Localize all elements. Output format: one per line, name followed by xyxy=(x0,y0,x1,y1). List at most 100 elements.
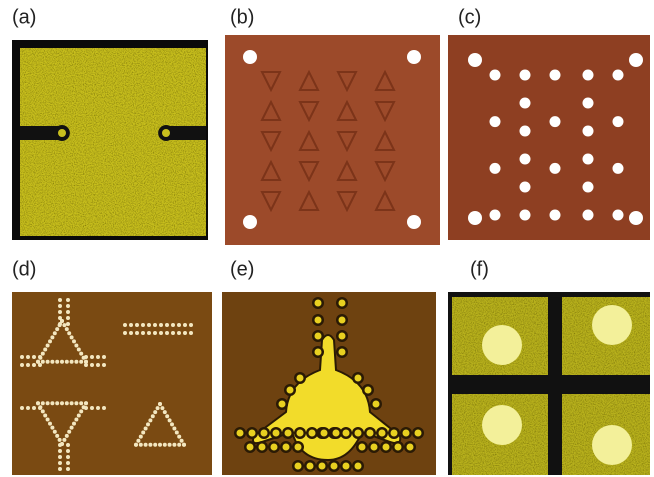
decor xyxy=(170,422,174,427)
decor xyxy=(40,401,45,406)
decor xyxy=(177,331,181,335)
decor xyxy=(66,304,70,308)
decor xyxy=(332,429,340,437)
decor xyxy=(62,323,67,328)
decor xyxy=(74,417,79,422)
decor xyxy=(167,418,172,423)
decor xyxy=(55,359,60,364)
panel-label: (e) xyxy=(230,258,254,280)
decor xyxy=(406,443,414,451)
decor xyxy=(314,316,322,324)
decor xyxy=(612,69,624,81)
decor xyxy=(182,442,186,447)
decor xyxy=(148,418,153,423)
decor xyxy=(146,422,150,427)
decor xyxy=(165,323,169,327)
decor xyxy=(296,429,304,437)
decor xyxy=(84,355,88,359)
decor xyxy=(84,363,88,367)
decor xyxy=(338,299,346,307)
decor xyxy=(64,359,69,364)
decor xyxy=(62,437,67,442)
decor xyxy=(136,438,141,443)
decor xyxy=(20,406,24,410)
decor xyxy=(162,442,167,447)
decor xyxy=(374,101,396,123)
decor xyxy=(123,323,127,327)
decor xyxy=(549,209,561,221)
decor xyxy=(394,443,402,451)
decor xyxy=(141,323,145,327)
decor xyxy=(66,298,70,302)
decor xyxy=(38,406,42,410)
decor xyxy=(96,406,100,410)
decor xyxy=(52,331,57,336)
decor xyxy=(84,406,88,410)
decor xyxy=(79,359,84,364)
decor xyxy=(282,443,290,451)
decor xyxy=(179,438,184,443)
decor xyxy=(489,116,501,128)
decor xyxy=(20,355,24,359)
decor xyxy=(58,455,62,459)
decor xyxy=(260,99,282,121)
decor xyxy=(48,339,52,344)
decor xyxy=(102,363,106,367)
panel-label: (b) xyxy=(230,6,254,28)
decor xyxy=(72,421,76,426)
decor xyxy=(55,433,60,438)
decor xyxy=(50,425,55,430)
decor xyxy=(129,323,133,327)
decor xyxy=(364,386,372,394)
decor xyxy=(374,129,396,151)
decor xyxy=(143,426,148,431)
decor xyxy=(314,348,322,356)
decor xyxy=(66,316,70,320)
decor xyxy=(298,101,320,123)
decor xyxy=(58,322,62,326)
decor xyxy=(582,69,594,81)
decor xyxy=(162,410,167,415)
decor xyxy=(69,335,74,340)
decor xyxy=(147,331,151,335)
decor xyxy=(38,355,42,359)
decor xyxy=(382,443,390,451)
decor xyxy=(79,409,84,414)
decor xyxy=(123,331,127,335)
decor xyxy=(129,331,133,335)
decor xyxy=(143,442,148,447)
decor xyxy=(45,401,50,406)
decor xyxy=(372,400,380,408)
decor xyxy=(135,323,139,327)
decor xyxy=(60,359,64,364)
decor xyxy=(298,69,320,91)
decor xyxy=(66,310,70,314)
panel-label: (c) xyxy=(458,6,481,28)
decor xyxy=(159,323,163,327)
decor xyxy=(183,323,187,327)
decor xyxy=(294,443,302,451)
decor xyxy=(519,153,531,165)
decor xyxy=(336,131,358,153)
decor xyxy=(489,69,501,81)
decor xyxy=(468,53,482,67)
decor xyxy=(153,323,157,327)
decor xyxy=(489,162,501,174)
decor xyxy=(260,191,282,213)
decor xyxy=(38,363,42,367)
decor xyxy=(354,374,362,382)
decor xyxy=(171,323,175,327)
decor xyxy=(286,386,294,394)
decor xyxy=(79,401,84,406)
decor xyxy=(26,406,30,410)
decor xyxy=(155,406,160,411)
decor xyxy=(135,331,139,335)
decor xyxy=(258,443,266,451)
decor xyxy=(26,363,30,367)
decor xyxy=(150,414,155,419)
decor xyxy=(26,355,30,359)
decor xyxy=(318,462,326,470)
decor xyxy=(57,437,62,442)
decor xyxy=(306,462,314,470)
decor xyxy=(69,359,74,364)
